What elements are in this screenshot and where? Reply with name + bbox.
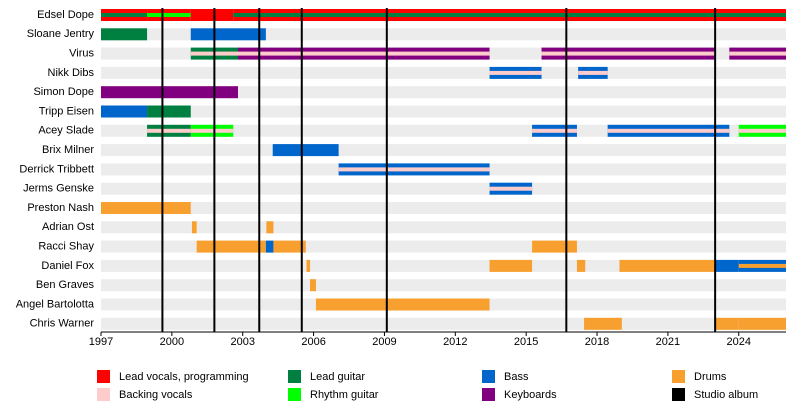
member-name: Angel Bartolotta [16, 298, 95, 310]
legend-label: Keyboards [504, 389, 557, 401]
legend-label: Studio album [694, 389, 758, 401]
role-stripe [607, 128, 730, 133]
x-tick-label: 2000 [160, 336, 184, 348]
role-stripe [541, 51, 716, 56]
member-name: Tripp Eisen [39, 105, 94, 117]
member-name: Sloane Jentry [27, 28, 95, 40]
role-stripe [190, 128, 234, 133]
x-tick-label: 2003 [230, 336, 254, 348]
role-stripe [147, 13, 191, 17]
member-bar [489, 259, 533, 272]
role-stripe [532, 128, 577, 133]
legend-label: Lead guitar [310, 371, 365, 383]
role-stripe [738, 263, 786, 268]
member-bar [196, 240, 266, 253]
member-name: Edsel Dope [37, 9, 94, 21]
x-tick-label: 2018 [585, 336, 609, 348]
x-tick-label: 2015 [514, 336, 538, 348]
member-bar [101, 105, 148, 118]
member-bar [738, 317, 786, 330]
member-bar [265, 240, 274, 253]
legend-swatch [482, 388, 495, 401]
member-bar [315, 298, 490, 311]
row-band [101, 202, 786, 214]
role-stripe [233, 13, 786, 17]
row-band [101, 144, 786, 157]
member-name: Jerms Genske [23, 183, 94, 195]
row-band [101, 66, 786, 79]
legend-swatch [482, 370, 495, 383]
member-name: Daniel Fox [41, 260, 94, 272]
x-tick-label: 2006 [301, 336, 325, 348]
role-stripe [338, 167, 490, 172]
member-bar [619, 259, 716, 272]
member-bar [715, 259, 739, 272]
legend-label: Backing vocals [119, 389, 193, 401]
member-bar [272, 144, 339, 157]
legend-swatch [288, 370, 301, 383]
role-stripe [489, 186, 533, 191]
member-bar [310, 279, 316, 292]
row-band [101, 105, 786, 118]
member-name: Virus [69, 48, 94, 60]
member-name: Nikk Dibs [48, 67, 95, 79]
legend-swatch [97, 370, 110, 383]
x-tick-label: 2009 [372, 336, 396, 348]
member-bar [584, 317, 622, 330]
row-band [101, 317, 786, 330]
member-name: Derrick Tribbett [19, 163, 94, 175]
legend-label: Bass [504, 371, 529, 383]
member-name: Adrian Ost [42, 221, 94, 233]
member-bar [147, 105, 191, 118]
member-bar [190, 28, 266, 41]
row-band [101, 221, 786, 234]
role-stripe [489, 70, 542, 75]
member-name: Racci Shay [38, 241, 94, 253]
member-bar [273, 240, 306, 253]
member-bar [266, 221, 274, 234]
member-bar [101, 202, 191, 214]
role-stripe [729, 51, 786, 56]
member-name: Brix Milner [42, 144, 94, 156]
member-name: Acey Slade [38, 125, 94, 137]
row-band [101, 182, 786, 195]
legend-swatch [288, 388, 301, 401]
x-tick-label: 1997 [89, 336, 113, 348]
x-tick-label: 2021 [656, 336, 680, 348]
legend-label: Drums [694, 371, 727, 383]
member-bar [306, 259, 311, 272]
role-stripe [147, 128, 191, 133]
legend-label: Rhythm guitar [310, 389, 379, 401]
member-bar [101, 86, 238, 99]
member-bar [101, 28, 148, 41]
member-bar [715, 317, 739, 330]
x-tick-label: 2024 [727, 336, 751, 348]
member-bar [191, 221, 197, 234]
member-name: Ben Graves [36, 279, 95, 291]
row-band [101, 259, 786, 272]
role-stripe [238, 51, 490, 56]
role-stripe [738, 128, 786, 133]
role-stripe [101, 13, 148, 17]
legend-swatch [672, 388, 685, 401]
row-band [101, 86, 786, 99]
legend-label: Lead vocals, programming [119, 371, 249, 383]
row-band [101, 279, 786, 292]
member-name: Chris Warner [30, 318, 95, 330]
legend-swatch [672, 370, 685, 383]
x-tick-label: 2012 [443, 336, 467, 348]
role-stripe [578, 70, 608, 75]
member-name: Simon Dope [33, 86, 94, 98]
legend-swatch [97, 388, 110, 401]
member-bar [190, 9, 234, 21]
member-name: Preston Nash [27, 202, 94, 214]
member-bar [576, 259, 586, 272]
row-band [101, 28, 786, 41]
member-bar [532, 240, 577, 253]
